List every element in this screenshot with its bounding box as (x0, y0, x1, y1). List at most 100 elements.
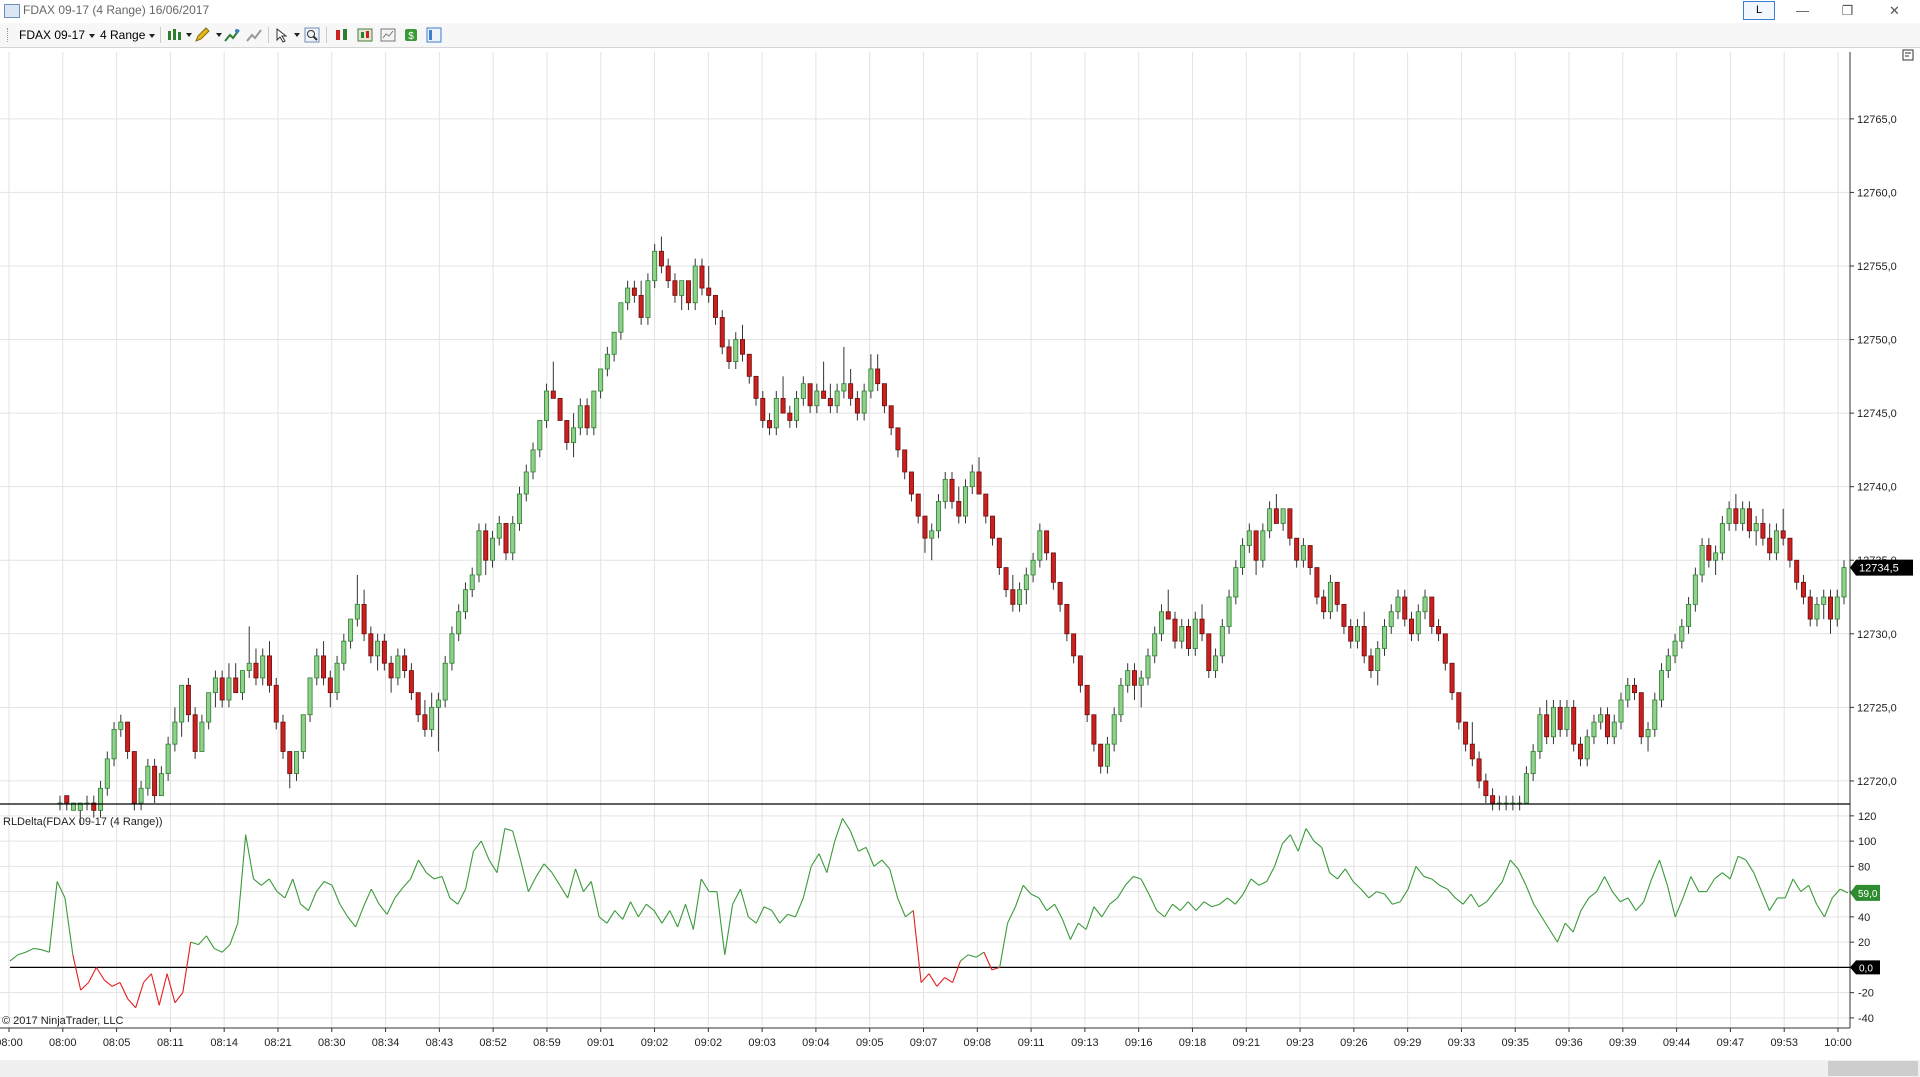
bar-style-icon[interactable] (166, 27, 182, 43)
delta-segment (739, 888, 749, 918)
delta-segment (1337, 868, 1346, 880)
candle-up (544, 390, 550, 421)
candle-up (517, 493, 523, 524)
delta-segment (48, 881, 58, 953)
time-tick-label: 09:02 (641, 1037, 669, 1049)
candle-down (996, 537, 1002, 568)
delta-segment (1808, 885, 1818, 905)
link-button[interactable]: L (1743, 1, 1775, 20)
delta-segment (1195, 901, 1205, 911)
candle-down (1341, 603, 1347, 627)
candle-up (1138, 677, 1144, 686)
candle-up (1192, 618, 1198, 649)
delta-segment (347, 916, 357, 928)
indicator-icon[interactable] (224, 27, 240, 43)
delta-segment (1682, 876, 1692, 899)
candle-down (1490, 795, 1496, 804)
interval-selector[interactable]: 4 Range (100, 28, 156, 42)
delta-segment (818, 853, 828, 873)
delta-segment (826, 840, 836, 873)
candle-down (719, 317, 725, 348)
candle-down (1456, 692, 1462, 723)
indicator-title: RLDelta(FDAX 09-17 (4 Range)) (3, 816, 163, 828)
strategy-icon[interactable] (246, 27, 262, 43)
delta-segment (417, 859, 427, 873)
candle-down (1307, 545, 1313, 568)
delta-segment (1596, 876, 1605, 892)
candle-up (1591, 721, 1597, 738)
candle-down (1084, 684, 1090, 716)
candle-down (983, 493, 989, 517)
chevron-down-icon[interactable] (216, 33, 222, 37)
instrument-selector[interactable]: FDAX 09-17 (19, 28, 96, 42)
delta-segment (582, 881, 592, 892)
horizontal-scrollbar[interactable] (0, 1060, 1920, 1077)
delta-segment (1234, 893, 1244, 905)
candle-down (699, 265, 705, 289)
delta-segment (1399, 888, 1409, 903)
instrument-label: FDAX 09-17 (19, 28, 86, 42)
chevron-down-icon[interactable] (186, 33, 192, 37)
candle-up (1381, 626, 1387, 649)
delta-segment (261, 878, 270, 886)
chart-area[interactable]: 12765,0 12760,0 12755,0 12750,0 12745,0 12740… (0, 23, 1920, 1060)
chevron-down-icon[interactable] (294, 33, 300, 37)
candle-down (564, 420, 570, 443)
last-delta-label: 59,0 (1858, 889, 1878, 900)
restore-button[interactable]: ❐ (1841, 3, 1854, 18)
delta-segment (1227, 897, 1236, 905)
delta-segment (622, 901, 632, 920)
candle-down (1544, 714, 1550, 738)
delta-segment (150, 973, 160, 1006)
close-button[interactable]: ✕ (1889, 3, 1900, 18)
pointer-icon[interactable] (274, 27, 290, 43)
candle-up (1686, 603, 1692, 627)
time-tick-label: 08:52 (479, 1037, 507, 1049)
scrollbar-thumb[interactable] (1828, 1061, 1918, 1076)
candle-down (767, 420, 773, 429)
candle-down (902, 449, 908, 473)
delta-segment (441, 876, 451, 899)
candle-down (1469, 743, 1475, 760)
chart-trader-icon[interactable] (380, 27, 396, 43)
delta-segment (1007, 906, 1016, 924)
time-tick-label: 09:01 (587, 1037, 615, 1049)
delta-segment (1376, 891, 1385, 895)
data-series-icon[interactable] (334, 27, 350, 43)
delta-segment (1501, 859, 1511, 882)
panel-menu-icon (1902, 49, 1914, 61)
delta-segment (1564, 922, 1574, 933)
delta-segment (1266, 866, 1276, 882)
candle-up (1665, 655, 1671, 671)
delta-segment (1014, 885, 1024, 907)
candle-up (537, 420, 543, 451)
dollar-icon[interactable]: $ (403, 27, 419, 43)
candle-down (753, 375, 759, 399)
candle-down (1348, 626, 1354, 642)
delta-tick-label: 40 (1858, 912, 1870, 924)
delta-segment (881, 859, 891, 870)
delta-segment (1242, 878, 1252, 895)
price-tick-label: 12725,0 (1857, 702, 1897, 714)
delta-segment (457, 888, 467, 905)
candle-up (834, 390, 840, 407)
time-tick-label: 08:30 (318, 1037, 346, 1049)
time-axis: 08:00 08:00 08:05 08:11 08:14 08:21 08:30 08:34… (0, 1028, 1852, 1049)
candle-up (341, 640, 347, 664)
candle-up (348, 618, 354, 642)
price-tick-label: 12765,0 (1857, 114, 1897, 126)
drawing-pencil-icon[interactable] (194, 27, 210, 43)
delta-segment (677, 904, 687, 928)
candle-up (841, 383, 847, 392)
zoom-icon[interactable] (304, 27, 320, 43)
candle-up (571, 427, 577, 443)
minimize-button[interactable]: — (1796, 3, 1809, 18)
properties-icon[interactable] (357, 27, 373, 43)
candle-up (212, 677, 218, 694)
delta-segment (504, 827, 513, 832)
template-icon[interactable] (426, 27, 442, 43)
delta-segment (166, 973, 176, 1003)
candle-up (98, 787, 104, 811)
delta-segment (873, 859, 883, 867)
time-tick-label: 09:07 (910, 1037, 938, 1049)
